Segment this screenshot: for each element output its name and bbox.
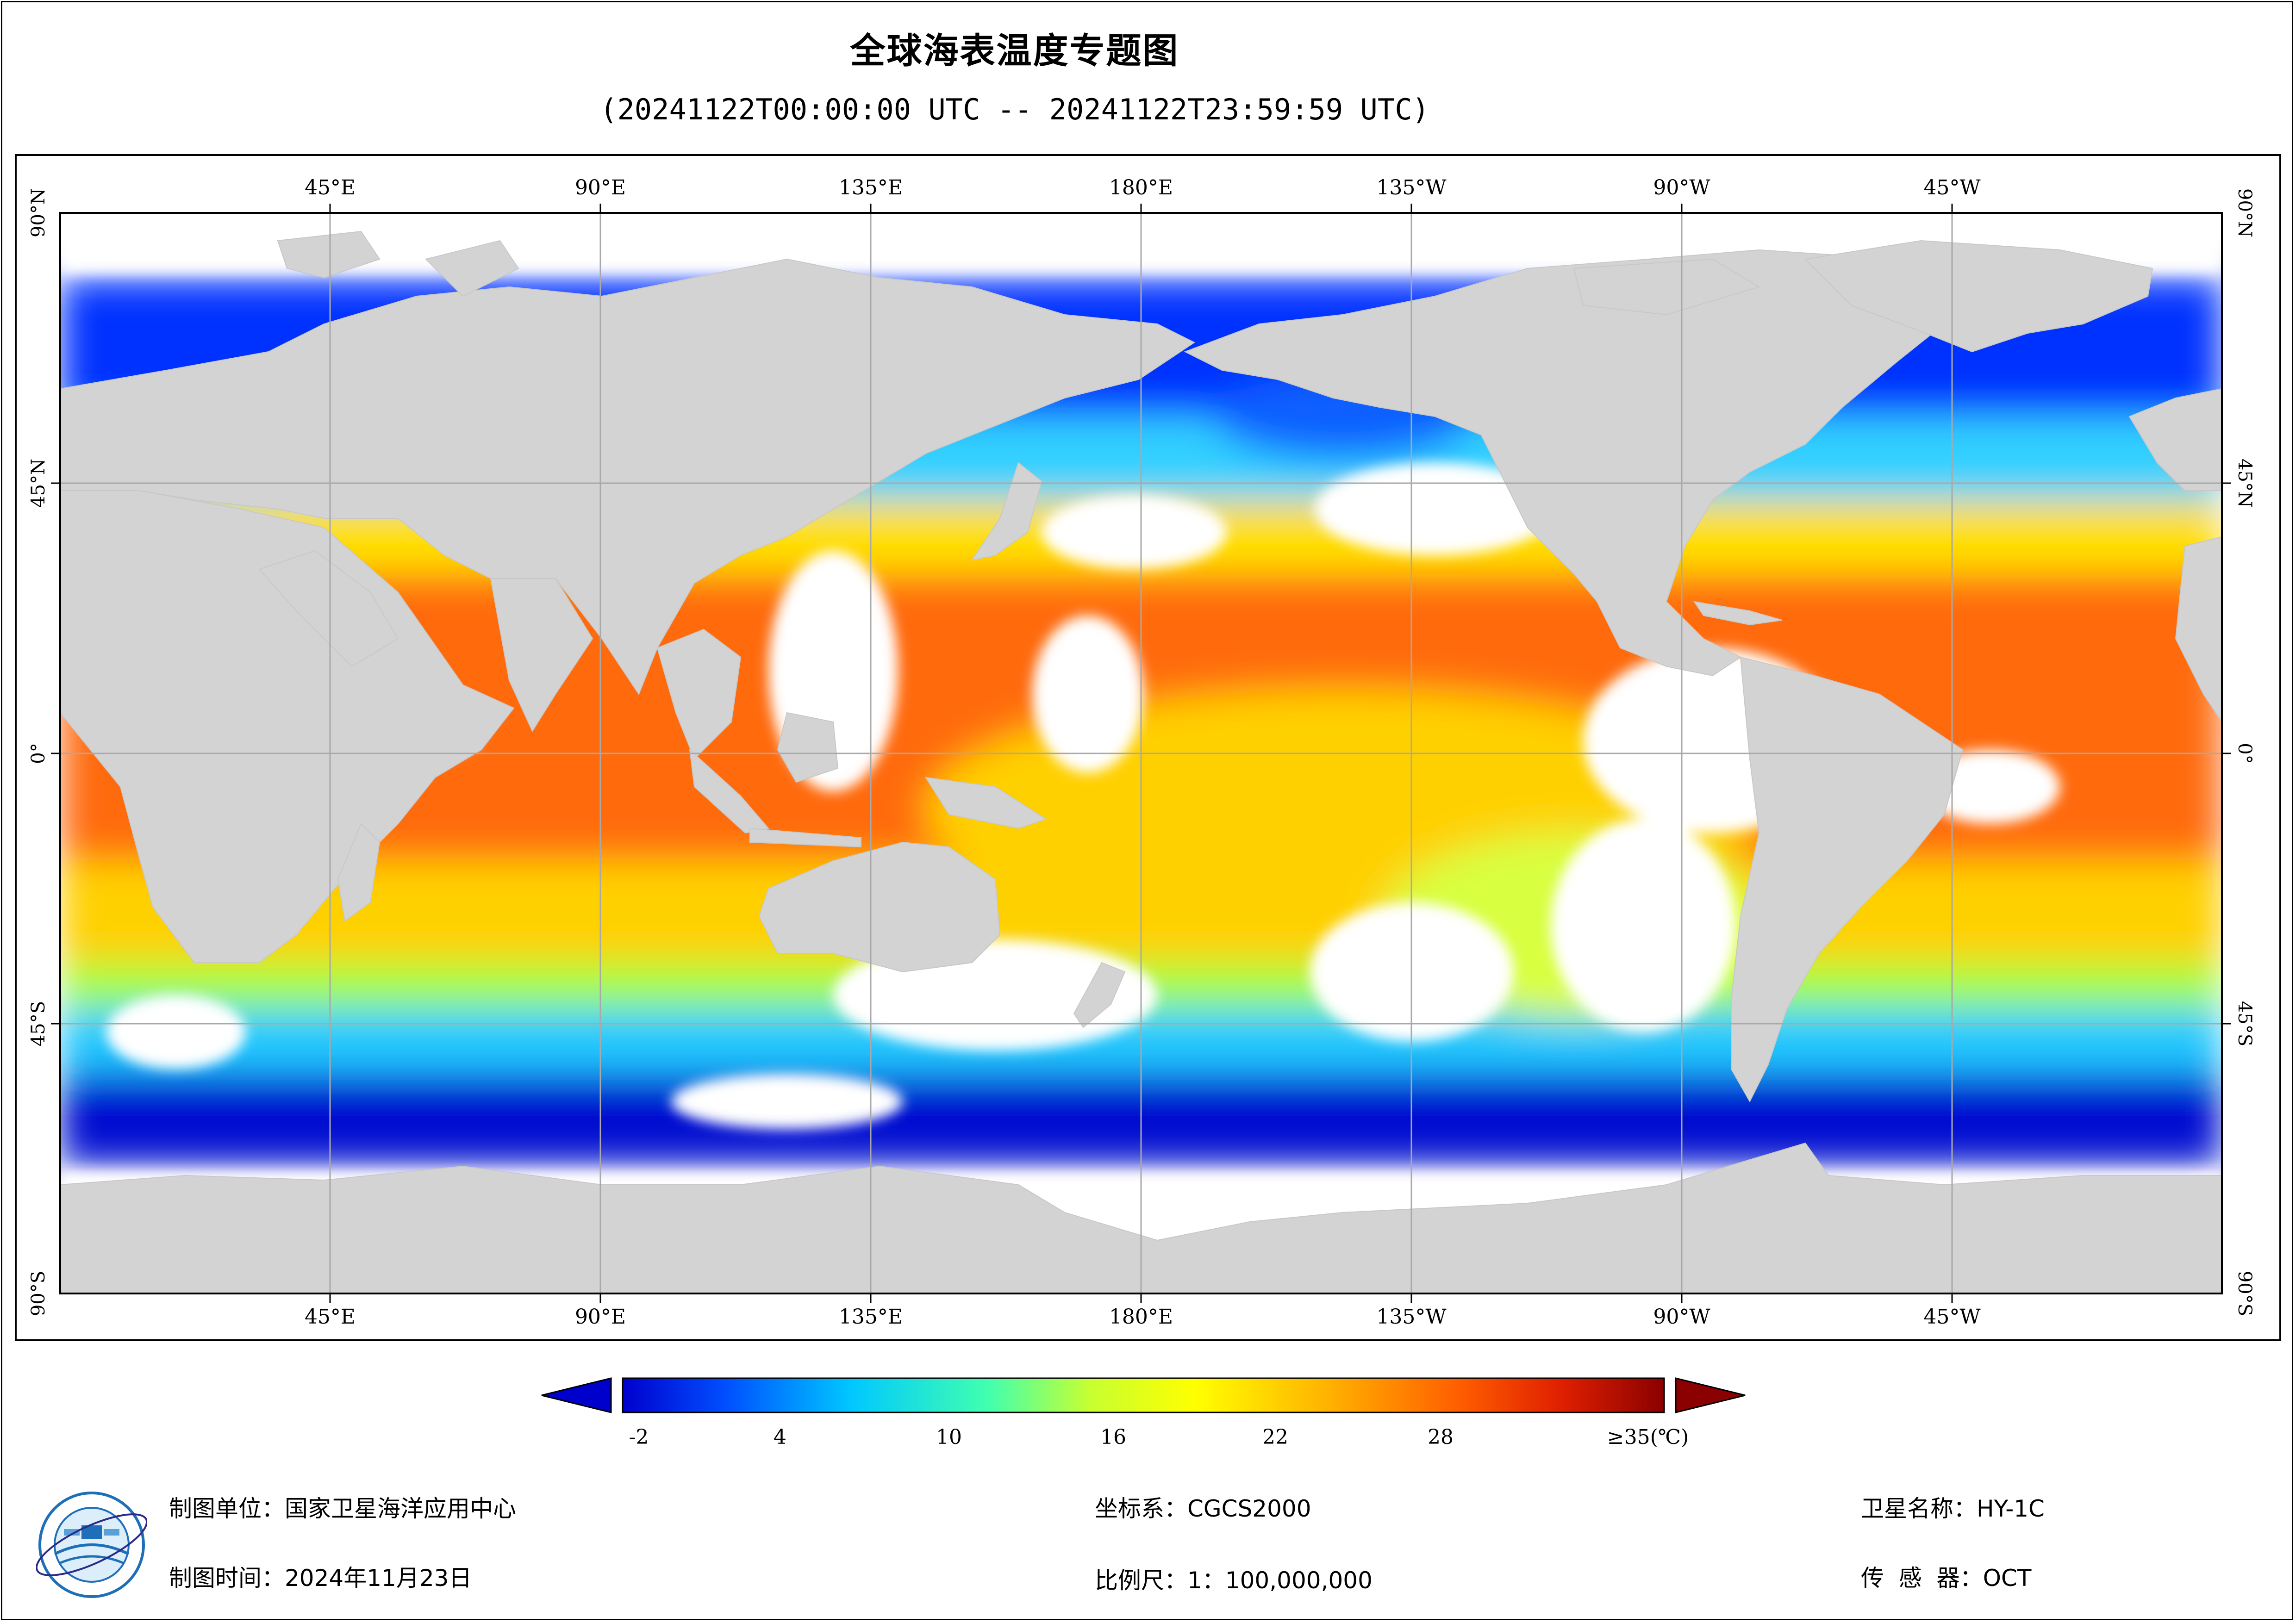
land-svalbard [277, 230, 381, 279]
frame-ticks [51, 204, 2231, 1303]
lat-label-right: 45°N [2234, 459, 2255, 508]
lon-label-top: 135°W [1376, 176, 1447, 199]
lon-label-bottom: 135°W [1376, 1305, 1447, 1329]
colorbar-under-arrow [541, 1377, 612, 1413]
land-north-america [1184, 249, 1992, 677]
colorbar-tick-label: -2 [629, 1425, 649, 1449]
lon-label-top: 180°E [1109, 176, 1173, 199]
land-indochina [656, 628, 742, 760]
footer-date: 制图时间：2024年11月23日 [169, 1565, 472, 1592]
lat-label-right: 45°S [2234, 1001, 2255, 1046]
land-eurasia [60, 258, 1195, 696]
map-title: 全球海表温度专题图 [850, 30, 1179, 71]
colorbar-gradient [622, 1377, 1665, 1413]
land-newzealand [1073, 962, 1126, 1028]
land-africa-east [2175, 536, 2222, 723]
lat-label-right: 90°S [2234, 1271, 2255, 1316]
colorbar-tick-label: 4 [774, 1425, 786, 1449]
lon-label-bottom: 45°W [1923, 1305, 1981, 1329]
lon-label-bottom: 45°E [305, 1305, 356, 1329]
lon-label-top: 45°W [1923, 176, 1981, 199]
colorbar-tick-label: 22 [1262, 1425, 1288, 1449]
lat-label-left: 45°S [28, 1001, 49, 1046]
land-australia [758, 841, 1001, 973]
footer-sensor: 传 感 器：OCT [1861, 1565, 2032, 1592]
lat-label-left: 45°N [28, 459, 49, 508]
colorbar-tick-label: 28 [1428, 1425, 1454, 1449]
footer-unit: 制图单位：国家卫星海洋应用中心 [169, 1495, 516, 1522]
lon-label-top: 90°E [575, 176, 626, 199]
footer-scale: 比例尺：1：100,000,000 [1095, 1567, 1373, 1594]
land-greenland [1804, 240, 2153, 353]
land-arabia [258, 550, 399, 667]
land-cuba [1693, 601, 1783, 626]
nsoas-logo-icon [36, 1492, 147, 1598]
colorbar-tick-label: 10 [936, 1425, 962, 1449]
colorbar: -2 4 10 16 22 28 ≥35(℃) [541, 1377, 1746, 1449]
land-africa [60, 480, 515, 963]
land-arctic-canada [1573, 258, 1760, 316]
lat-label-left: 90°S [28, 1271, 49, 1316]
land-newguinea [925, 777, 1048, 829]
map-frame [15, 154, 2281, 1341]
lon-label-bottom: 90°W [1653, 1305, 1710, 1329]
lat-label-right: 90°N [2234, 188, 2255, 237]
land-europe-east [2128, 388, 2222, 491]
lon-label-top: 135°E [839, 176, 903, 199]
lon-label-top: 90°W [1653, 176, 1710, 199]
land-south-america [1731, 656, 1964, 1103]
land-java [749, 827, 861, 848]
lon-label-bottom: 135°E [839, 1305, 903, 1329]
land-borneo [777, 712, 839, 783]
time-range: (20241122T00:00:00 UTC -- 20241122T23:59… [600, 93, 1429, 126]
lat-label-left: 90°N [28, 188, 49, 237]
footer-satellite: 卫星名称：HY-1C [1861, 1495, 2045, 1522]
colorbar-over-arrow [1675, 1377, 1746, 1413]
footer-crs: 坐标系：CGCS2000 [1095, 1495, 1311, 1522]
land-novaya-zemlya [425, 240, 519, 297]
lon-label-top: 45°E [305, 176, 356, 199]
colorbar-tick-label: ≥35(℃) [1607, 1425, 1689, 1449]
land-madagascar [337, 823, 381, 922]
graticule [60, 213, 2222, 1293]
lon-label-bottom: 90°E [575, 1305, 626, 1329]
lat-label-right: 0° [2234, 743, 2255, 764]
lat-label-left: 0° [28, 743, 49, 764]
colorbar-tick-label: 16 [1100, 1425, 1126, 1449]
land-japan [971, 462, 1042, 561]
lon-label-bottom: 180°E [1109, 1305, 1173, 1329]
